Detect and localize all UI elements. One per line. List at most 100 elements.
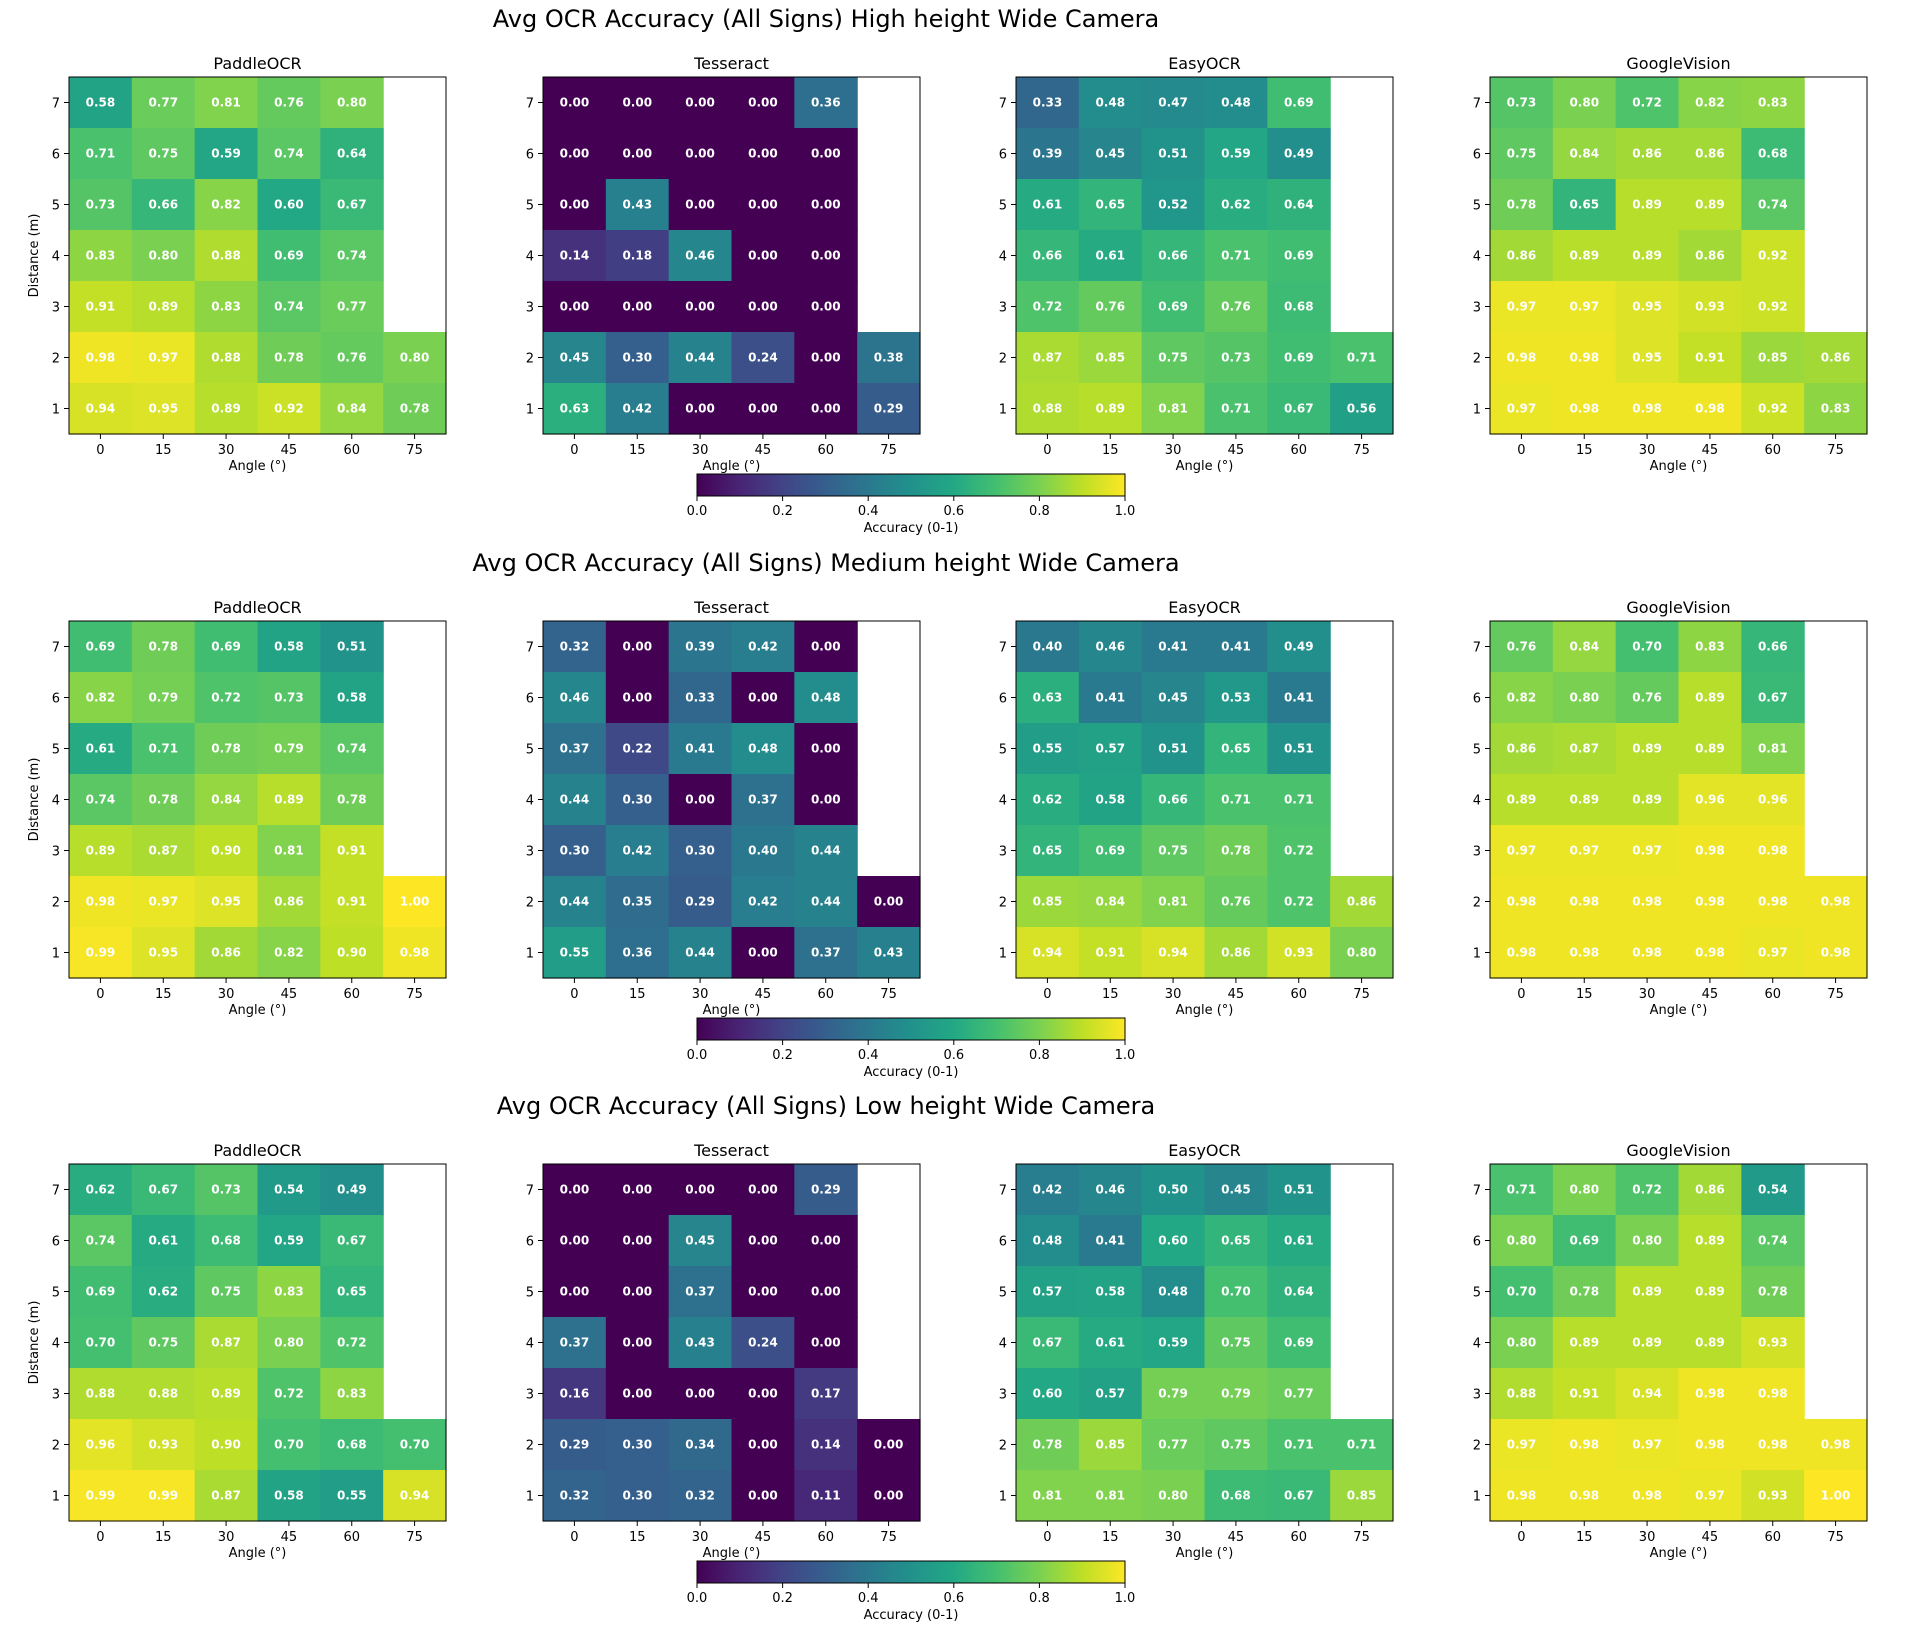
cell-value-label: 0.86	[1695, 249, 1725, 263]
cell-value-label: 0.39	[1033, 147, 1063, 161]
heatmap-cell	[69, 332, 133, 384]
cell-value-label: 0.95	[148, 946, 178, 960]
cell-value-label: 0.48	[1158, 1285, 1188, 1299]
cell-value-label: 0.18	[622, 249, 652, 263]
colorbar-tick-label: 0.4	[858, 1048, 879, 1063]
cell-value-label: 0.76	[274, 96, 304, 110]
heatmap-cell	[1141, 1164, 1206, 1216]
heatmap-cell	[69, 230, 133, 282]
heatmap-cell	[731, 1317, 795, 1369]
cell-value-label: 0.84	[1569, 640, 1599, 654]
heatmap-cell	[1267, 1164, 1331, 1216]
cell-value-label: 0.78	[1033, 1438, 1063, 1452]
cell-value-label: 1.00	[400, 895, 430, 909]
heatmap-cell	[857, 332, 921, 384]
cell-value-label: 0.00	[811, 249, 841, 263]
cell-value-label: 0.55	[337, 1489, 367, 1503]
heatmap-cell	[1741, 1215, 1805, 1267]
cell-value-label: 0.99	[86, 1489, 116, 1503]
cell-value-label: 0.97	[1758, 946, 1788, 960]
cell-value-label: 0.96	[86, 1438, 116, 1452]
heatmap-cell	[194, 1164, 259, 1216]
y-axis-label: Distance (m)	[27, 1301, 42, 1385]
heatmap-cell	[1267, 1368, 1331, 1420]
cell-value-label: 0.95	[211, 895, 241, 909]
heatmap-cell	[1490, 621, 1554, 673]
cell-value-label: 0.68	[1758, 147, 1788, 161]
heatmap-cell	[1678, 1470, 1742, 1522]
cell-value-label: 0.00	[560, 1234, 590, 1248]
y-tick-label: 5	[52, 743, 60, 758]
heatmap-cell	[257, 1368, 321, 1420]
cell-value-label: 0.83	[1695, 640, 1725, 654]
y-tick-label: 7	[526, 1184, 534, 1199]
heatmap-cell	[1741, 723, 1805, 775]
heatmap-cell	[605, 825, 670, 877]
cell-value-label: 0.00	[622, 1387, 652, 1401]
heatmap-cell	[605, 1317, 670, 1369]
heatmap-cell	[1552, 672, 1617, 724]
heatmap-cell	[1141, 179, 1206, 231]
cell-value-label: 0.74	[86, 1234, 116, 1248]
cell-value-label: 0.42	[748, 895, 778, 909]
y-tick-label: 3	[526, 301, 534, 316]
cell-value-label: 0.84	[1095, 895, 1125, 909]
cell-value-label: 0.77	[148, 96, 178, 110]
heatmap-cell	[69, 672, 133, 724]
cell-value-label: 0.48	[748, 742, 778, 756]
heatmap-cell	[1678, 77, 1742, 129]
heatmap-cell	[1741, 1470, 1805, 1522]
x-axis-label: Angle (°)	[229, 459, 287, 474]
cell-value-label: 0.72	[1632, 1183, 1662, 1197]
heatmap-cell	[1267, 1317, 1331, 1369]
heatmap-cell	[1141, 1215, 1206, 1267]
cell-value-label: 0.11	[811, 1489, 841, 1503]
heatmap-cell	[1267, 281, 1331, 333]
y-tick-label: 2	[526, 352, 534, 367]
x-tick-label: 60	[1290, 987, 1307, 1002]
y-tick-label: 3	[999, 1388, 1007, 1403]
cell-value-label: 0.86	[1632, 147, 1662, 161]
cell-value-label: 0.98	[86, 351, 116, 365]
heatmap-cell	[1741, 179, 1805, 231]
cell-value-label: 0.58	[274, 640, 304, 654]
heatmap-cell	[320, 1419, 384, 1471]
cell-value-label: 0.45	[1221, 1183, 1251, 1197]
cell-value-label: 0.71	[86, 147, 116, 161]
heatmap-cell	[1267, 1266, 1331, 1318]
x-tick-label: 30	[1639, 443, 1656, 458]
heatmap-cell	[1804, 876, 1868, 928]
y-tick-label: 7	[526, 97, 534, 112]
cell-value-label: 0.78	[148, 793, 178, 807]
heatmap-cell	[1741, 1368, 1805, 1420]
heatmap-cell	[1741, 77, 1805, 129]
heatmap-cell	[131, 128, 196, 180]
heatmap-cell	[1741, 1419, 1805, 1471]
cell-value-label: 0.39	[685, 640, 715, 654]
heatmap-cell	[794, 1266, 858, 1318]
cell-value-label: 0.00	[748, 1387, 778, 1401]
heatmap-cell	[1490, 1419, 1554, 1471]
cell-value-label: 0.68	[337, 1438, 367, 1452]
cell-value-label: 0.16	[560, 1387, 590, 1401]
heatmap-cell	[543, 672, 607, 724]
y-tick-label: 5	[999, 199, 1007, 214]
colorbar-tick-label: 0.4	[858, 504, 879, 519]
cell-value-label: 0.74	[274, 147, 304, 161]
heatmap-cell	[731, 1266, 795, 1318]
cell-value-label: 0.29	[560, 1438, 590, 1452]
cell-value-label: 0.58	[86, 96, 116, 110]
cell-value-label: 0.63	[560, 402, 590, 416]
cell-value-label: 0.74	[86, 793, 116, 807]
colorbar: 0.0 0.2 0.4 0.6 0.8 1.0 Accuracy (0-1)	[687, 1560, 1135, 1623]
heatmap-cell	[194, 774, 259, 826]
cell-value-label: 0.98	[1695, 844, 1725, 858]
cell-value-label: 0.62	[86, 1183, 116, 1197]
y-tick-label: 1	[1473, 947, 1481, 962]
cell-value-label: 0.93	[1758, 1489, 1788, 1503]
cell-value-label: 0.51	[1158, 742, 1188, 756]
cell-value-label: 0.62	[148, 1285, 178, 1299]
cell-value-label: 0.76	[1221, 300, 1251, 314]
heatmap-cell	[605, 1368, 670, 1420]
heatmap-cell	[857, 876, 921, 928]
